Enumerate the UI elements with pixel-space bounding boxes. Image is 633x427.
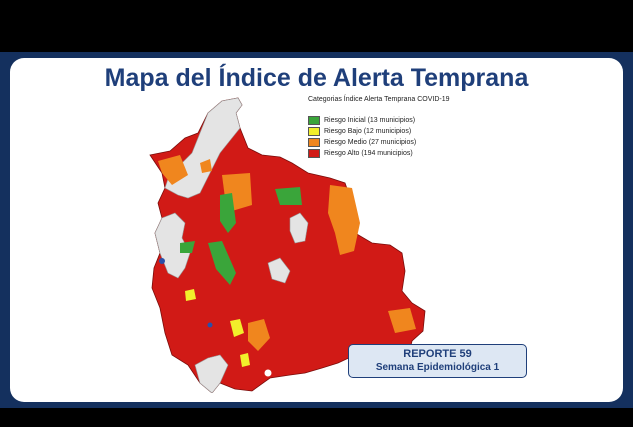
bolivia-map xyxy=(149,97,426,393)
legend-item-medio: Riesgo Medio (27 municipios) xyxy=(308,137,450,147)
legend-swatch-red xyxy=(308,148,320,158)
region-blue-1 xyxy=(159,258,165,264)
legend-swatch-yellow xyxy=(308,126,320,136)
region-grey-east xyxy=(289,212,309,244)
region-orange-1 xyxy=(158,155,188,185)
region-yellow-2 xyxy=(185,289,196,301)
region-orange-5 xyxy=(248,319,270,351)
region-grey-center xyxy=(267,257,291,284)
region-green-4 xyxy=(180,241,195,253)
legend-title: Categorias Índice Alerta Temprana COVID-… xyxy=(308,96,450,103)
slide: Mapa del Índice de Alerta Temprana Categ… xyxy=(10,58,623,402)
report-number: REPORTE 59 xyxy=(403,348,472,360)
region-orange-4 xyxy=(388,308,416,333)
legend-label: Riesgo Bajo (12 municipios) xyxy=(324,127,412,135)
legend-label: Riesgo Alto (194 municipios) xyxy=(324,149,413,157)
region-orange-6 xyxy=(200,159,212,173)
map-title: Mapa del Índice de Alerta Temprana xyxy=(104,64,529,92)
legend-swatch-green xyxy=(308,115,320,125)
region-yellow-3 xyxy=(240,353,250,367)
region-grey-southwest xyxy=(194,354,229,393)
report-week: Semana Epidemiológica 1 xyxy=(375,362,500,373)
legend-item-alto: Riesgo Alto (194 municipios) xyxy=(308,148,450,158)
legend-swatch-orange xyxy=(308,137,320,147)
region-yellow-1 xyxy=(230,319,244,337)
legend-label: Riesgo Inicial (13 municipios) xyxy=(324,116,416,124)
region-orange-3 xyxy=(328,185,360,255)
legend: Categorias Índice Alerta Temprana COVID-… xyxy=(308,96,450,159)
region-green-2 xyxy=(275,187,302,205)
report-box: REPORTE 59 Semana Epidemiológica 1 xyxy=(348,344,527,378)
legend-item-bajo: Riesgo Bajo (12 municipios) xyxy=(308,126,450,136)
legend-label: Riesgo Medio (27 municipios) xyxy=(324,138,417,146)
capital-marker xyxy=(263,368,273,378)
region-green-3 xyxy=(208,241,236,285)
region-blue-2 xyxy=(207,322,213,328)
legend-item-inicial: Riesgo Inicial (13 municipios) xyxy=(308,115,450,125)
region-green-1 xyxy=(220,193,236,233)
